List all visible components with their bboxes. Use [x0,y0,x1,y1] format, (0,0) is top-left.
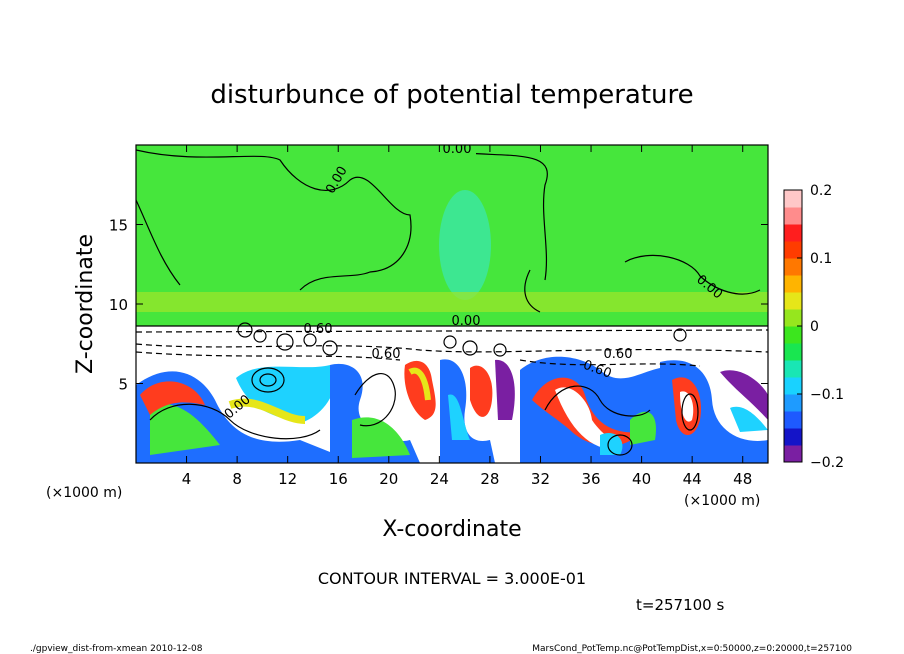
colorbar-swatch [784,190,802,208]
lower-swirl-cyan-3 [448,394,470,440]
contour-label: 0.60 [372,347,401,362]
colorbar-swatch [784,394,802,412]
colorbar-swatch [784,224,802,242]
lower-swirl-white-5 [680,391,694,422]
x-tick-label: 32 [531,470,550,488]
colorbar-swatch [784,292,802,310]
colorbar-swatch [784,360,802,378]
x-tick-label: 4 [182,470,192,488]
x-axis: 4 8 12 16 20 24 28 32 36 40 44 48 [182,145,752,488]
colorbar-tick-label: −0.1 [810,387,844,403]
x-tick-label: 16 [329,470,348,488]
x-tick-label: 12 [278,470,297,488]
contour-blob-cluster [237,322,687,357]
lower-swirl-yellow-1 [228,398,306,424]
footer-right: MarsCond_PotTemp.nc@PotTempDist,x=0:5000… [532,644,852,654]
lower-swirl-red-3 [470,365,493,417]
colorbar-ticks: 0.2 0.1 0 −0.1 −0.2 [797,183,844,471]
time-stamp: t=257100 s [636,596,724,614]
colorbar-swatch [784,258,802,276]
colorbar-swatch [784,241,802,259]
x-tick-label: 40 [632,470,651,488]
y-axis: 5 10 15 [109,217,768,394]
x-axis-label: X-coordinate [382,517,521,542]
field: 0.00 0.00 0.00 0.00 0.60 0.60 0.60 0.60 … [136,142,768,463]
yellow-band [136,292,768,312]
x-tick-label: 36 [581,470,600,488]
y-tick-label: 10 [109,296,128,314]
lower-swirl-red-2 [404,360,436,420]
x-tick-label: 44 [683,470,702,488]
colorbar-swatch [784,377,802,395]
colorbar [784,190,802,463]
colorbar-swatch [784,343,802,361]
lower-swirl-magenta-3 [495,359,515,420]
y-tick-label: 5 [118,376,128,394]
chart-title: disturbunce of potential temperature [210,80,693,110]
contour-label: 0.00 [452,314,481,329]
lower-swirl-magenta-5 [720,370,768,420]
x-tick-label: 20 [379,470,398,488]
white-band [136,326,768,356]
colorbar-swatch [784,428,802,446]
x-tick-label: 8 [232,470,242,488]
lower-swirl-cyan-4 [600,432,623,455]
contour-label: 0.00 [443,142,472,157]
colorbar-tick-label: 0 [810,319,819,335]
x-tick-label: 48 [733,470,752,488]
colorbar-swatch [784,275,802,293]
y-tick-label: 15 [109,217,128,235]
y-axis-label: Z-coordinate [73,234,98,374]
lower-swirl-yellow-2 [408,367,431,401]
contour-label: 0.60 [604,347,633,362]
x-tick-label: 24 [430,470,449,488]
lower-swirl-green-1 [150,403,220,455]
y-axis-unit: (×1000 m) [46,485,122,501]
lower-swirl-green-4 [630,411,656,445]
colorbar-tick-label: 0.2 [810,183,832,199]
lower-swirl-cyan-5 [730,406,768,432]
cyan-plume [439,190,491,300]
colorbar-swatch [784,207,802,225]
x-tick-label: 28 [480,470,499,488]
colorbar-swatch [784,445,802,463]
x-axis-unit: (×1000 m) [684,493,760,509]
colorbar-tick-label: 0.1 [810,251,832,267]
lower-swirl-green-2 [352,417,410,458]
lower-swirl-red-1 [140,381,205,415]
colorbar-swatch [784,326,802,344]
footer-left: ./gpview_dist-from-xmean 2010-12-08 [30,644,203,654]
colorbar-swatch [784,411,802,429]
contour-label: 0.60 [304,322,333,337]
contour-lines [136,149,768,456]
contour-interval: CONTOUR INTERVAL = 3.000E-01 [318,569,586,588]
colorbar-tick-label: −0.2 [810,455,844,471]
colorbar-swatch [784,309,802,327]
